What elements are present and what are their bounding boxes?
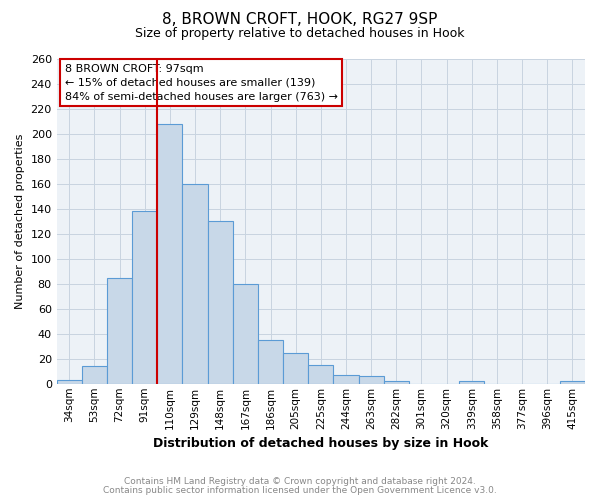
Bar [283, 352, 308, 384]
Bar [359, 376, 384, 384]
Bar [233, 284, 258, 384]
Bar [384, 382, 409, 384]
Text: Size of property relative to detached houses in Hook: Size of property relative to detached ho… [135, 28, 465, 40]
Bar [157, 124, 182, 384]
Bar [82, 366, 107, 384]
Bar [208, 222, 233, 384]
Bar [182, 184, 208, 384]
Bar [132, 212, 157, 384]
Bar [56, 380, 82, 384]
Bar [334, 375, 359, 384]
Bar [459, 382, 484, 384]
X-axis label: Distribution of detached houses by size in Hook: Distribution of detached houses by size … [153, 437, 488, 450]
Text: 8, BROWN CROFT, HOOK, RG27 9SP: 8, BROWN CROFT, HOOK, RG27 9SP [163, 12, 437, 28]
Text: Contains public sector information licensed under the Open Government Licence v3: Contains public sector information licen… [103, 486, 497, 495]
Text: Contains HM Land Registry data © Crown copyright and database right 2024.: Contains HM Land Registry data © Crown c… [124, 477, 476, 486]
Bar [308, 365, 334, 384]
Bar [107, 278, 132, 384]
Bar [258, 340, 283, 384]
Y-axis label: Number of detached properties: Number of detached properties [15, 134, 25, 309]
Bar [560, 382, 585, 384]
Text: 8 BROWN CROFT: 97sqm
← 15% of detached houses are smaller (139)
84% of semi-deta: 8 BROWN CROFT: 97sqm ← 15% of detached h… [65, 64, 338, 102]
